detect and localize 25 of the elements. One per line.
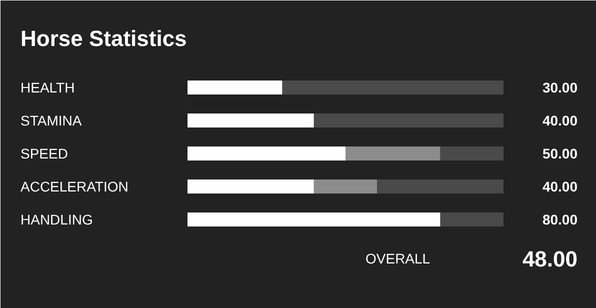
bar: [440, 212, 504, 226]
text: 48.00: [522, 246, 578, 272]
y-tick-label: HEALTH: [20, 80, 75, 96]
y-tick-label: STAMINA: [20, 112, 82, 128]
data-label: 40.00: [542, 112, 578, 128]
data-label: 80.00: [542, 212, 578, 228]
y-tick-label: ACCELERATION: [20, 178, 128, 194]
data-label: 40.00: [542, 178, 578, 194]
data-label: 50.00: [542, 146, 578, 162]
bar: [314, 114, 504, 128]
data-label: 30.00: [542, 80, 578, 96]
bar: [188, 80, 282, 94]
chart-title: Horse Statistics: [20, 26, 187, 51]
y-tick-label: SPEED: [20, 146, 68, 162]
bar: [282, 80, 504, 94]
bar: [440, 146, 504, 160]
bar: [346, 146, 440, 160]
bar: [314, 180, 378, 194]
bar: [188, 180, 314, 194]
text: OVERALL: [366, 250, 430, 266]
bar: [377, 180, 504, 194]
bar: [188, 212, 440, 226]
bar: [188, 114, 314, 128]
bar: [188, 146, 346, 160]
y-tick-label: HANDLING: [20, 212, 93, 228]
